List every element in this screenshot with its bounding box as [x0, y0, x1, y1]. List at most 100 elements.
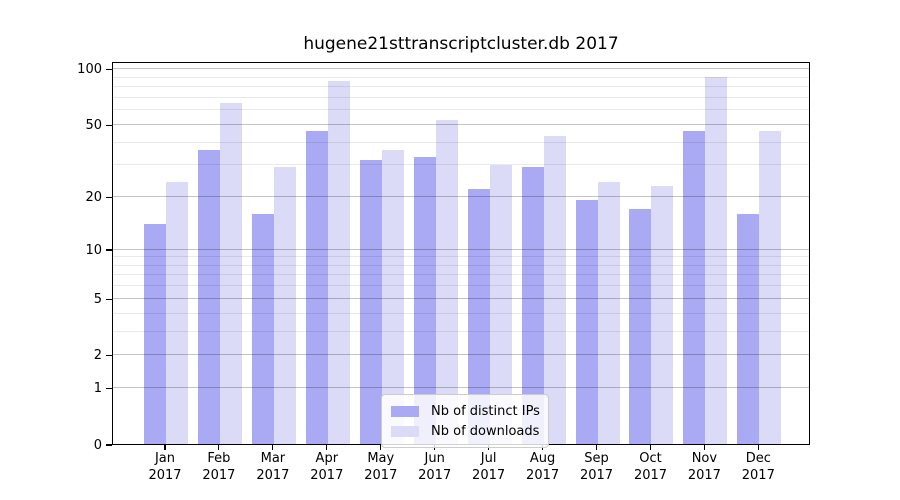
x-tick-apr: [326, 445, 328, 450]
bar-downloads-jan: [166, 182, 188, 444]
x-label-month-apr: Apr: [315, 451, 339, 466]
month-group-sep: [575, 63, 620, 444]
x-label-year-feb: 2017: [202, 467, 236, 483]
month-group-dec: [737, 63, 782, 444]
bar-distinct-ips-feb: [197, 150, 220, 444]
y-tick-label-20: 20: [85, 189, 102, 205]
bar-downloads-jun: [435, 119, 458, 444]
x-label-month-sep: Sep: [584, 451, 609, 466]
x-tick-feb: [218, 445, 220, 450]
x-tick-dec: [757, 445, 759, 450]
x-tick-label-sep: Sep 2017: [565, 451, 629, 484]
legend-item-downloads: Nb of downloads: [391, 421, 539, 441]
x-tick-label-nov: Nov 2017: [672, 451, 736, 484]
y-tick-label-0: 0: [93, 437, 102, 453]
bar-distinct-ips-mar: [251, 213, 274, 444]
bar-downloads-aug: [543, 136, 566, 444]
bar-downloads-apr: [327, 80, 350, 444]
x-label-month-mar: Mar: [260, 451, 286, 466]
legend-label-downloads: Nb of downloads: [431, 423, 540, 439]
x-label-month-aug: Aug: [529, 451, 556, 466]
x-label-year-jun: 2017: [418, 467, 452, 483]
x-label-month-jan: Jan: [154, 451, 176, 466]
legend: Nb of distinct IPs Nb of downloads: [381, 394, 549, 448]
x-label-month-may: May: [367, 451, 395, 466]
bar-downloads-feb: [219, 103, 242, 444]
x-tick-label-apr: Apr 2017: [295, 451, 359, 484]
bar-downloads-sep: [597, 182, 620, 444]
bar-downloads-dec: [759, 130, 782, 444]
x-tick-label-jan: Jan 2017: [133, 451, 197, 484]
x-label-month-dec: Dec: [745, 451, 771, 466]
x-label-year-mar: 2017: [256, 467, 290, 483]
bar-distinct-ips-apr: [305, 130, 328, 444]
x-tick-may: [380, 445, 382, 450]
bar-downloads-may: [381, 150, 404, 444]
x-label-month-feb: Feb: [207, 451, 231, 466]
legend-item-distinct-ips: Nb of distinct IPs: [391, 401, 540, 421]
bar-distinct-ips-sep: [575, 200, 598, 444]
y-tick-1: [106, 388, 112, 390]
y-tick-label-5: 5: [93, 291, 102, 307]
month-group-aug: [521, 63, 566, 444]
chart-title: hugene21sttranscriptcluster.db 2017: [303, 34, 619, 54]
bar-distinct-ips-nov: [683, 130, 706, 444]
y-tick-0: [106, 444, 112, 446]
x-tick-label-mar: Mar 2017: [241, 451, 305, 484]
x-label-month-oct: Oct: [639, 451, 662, 466]
y-tick-100: [106, 69, 112, 71]
bar-distinct-ips-jan: [144, 223, 166, 444]
x-label-year-dec: 2017: [741, 467, 775, 483]
y-tick-20: [106, 196, 112, 198]
y-tick-label-2: 2: [93, 348, 102, 364]
x-label-year-may: 2017: [364, 467, 398, 483]
x-tick-label-oct: Oct 2017: [619, 451, 683, 484]
x-tick-mar: [272, 445, 274, 450]
bar-downloads-oct: [651, 185, 674, 444]
y-tick-label-50: 50: [85, 117, 102, 133]
y-tick-label-10: 10: [85, 242, 102, 258]
bar-downloads-nov: [705, 77, 728, 444]
x-tick-nov: [703, 445, 705, 450]
legend-label-distinct-ips: Nb of distinct IPs: [431, 403, 540, 419]
x-tick-label-jul: Jul 2017: [457, 451, 521, 484]
x-label-month-jul: Jul: [480, 451, 497, 466]
x-tick-sep: [595, 445, 598, 450]
x-label-year-nov: 2017: [687, 467, 721, 483]
y-tick-50: [106, 124, 112, 126]
bar-distinct-ips-aug: [521, 167, 544, 444]
x-tick-jan: [164, 445, 166, 450]
legend-swatch-distinct-ips: [391, 405, 419, 417]
bars: [113, 63, 809, 444]
bar-distinct-ips-oct: [629, 208, 652, 444]
month-group-feb: [197, 63, 242, 444]
month-group-apr: [305, 63, 350, 444]
x-label-year-oct: 2017: [633, 467, 668, 483]
x-label-year-jan: 2017: [148, 467, 182, 483]
x-label-month-jun: Jun: [424, 451, 445, 466]
legend-swatch-downloads: [391, 425, 419, 437]
x-tick-label-dec: Dec 2017: [726, 451, 790, 484]
x-tick-label-feb: Feb 2017: [187, 451, 251, 484]
month-group-mar: [251, 63, 296, 444]
month-group-nov: [683, 63, 728, 444]
bar-downloads-mar: [273, 167, 296, 444]
x-tick-label-aug: Aug 2017: [511, 451, 575, 484]
month-group-jun: [413, 63, 458, 444]
month-group-jul: [467, 63, 512, 444]
bar-distinct-ips-jul: [467, 189, 490, 444]
bar-distinct-ips-dec: [737, 213, 760, 444]
y-tick-label-1: 1: [93, 381, 102, 397]
x-label-month-nov: Nov: [691, 451, 718, 466]
x-label-year-aug: 2017: [526, 467, 560, 483]
plot-area: Nb of distinct IPs Nb of downloads: [112, 62, 810, 448]
y-tick-label-100: 100: [77, 62, 102, 78]
bar-distinct-ips-may: [359, 159, 382, 444]
month-group-may: [359, 63, 404, 444]
x-label-year-jul: 2017: [472, 467, 506, 483]
x-label-year-sep: 2017: [579, 467, 614, 483]
y-tick-5: [106, 298, 112, 300]
x-label-year-apr: 2017: [310, 467, 344, 483]
